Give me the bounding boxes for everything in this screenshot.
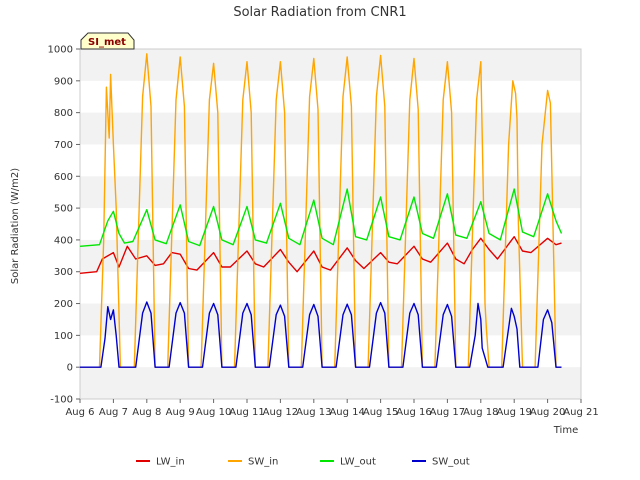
y-tick-label: 600 (54, 172, 73, 183)
x-tick-label: Aug 16 (396, 407, 431, 418)
y-tick-label: 800 (54, 108, 73, 119)
x-tick-label: Aug 18 (463, 407, 498, 418)
site-badge: SI_met (80, 32, 135, 50)
y-tick-label: 300 (54, 267, 73, 278)
grid-band (80, 112, 581, 145)
y-tick-label: 0 (67, 363, 73, 374)
x-tick-label: Aug 19 (496, 407, 531, 418)
legend-item: LW_in (136, 457, 185, 468)
x-tick-label: Aug 10 (196, 407, 231, 418)
legend-item: SW_in (228, 457, 278, 468)
plot-frame (79, 48, 582, 400)
y-axis-title: Solar Radiation (W/m2) (10, 168, 21, 284)
grid-band (80, 303, 581, 336)
x-tick-label: Aug 14 (329, 407, 364, 418)
legend-label: SW_in (248, 457, 278, 468)
chart-title: Solar Radiation from CNR1 (233, 5, 406, 20)
x-tick-label: Aug 11 (229, 407, 264, 418)
grid-band (80, 239, 581, 272)
y-tick-label: 500 (54, 204, 73, 215)
y-tick-label: 900 (54, 76, 73, 87)
y-axis-ticks: -100 0 100 200 300 400 500 600 700 800 900 1000 (48, 45, 80, 406)
series-line-lw-out (79, 188, 563, 247)
y-tick-label: 100 (54, 331, 73, 342)
x-tick-label: Aug 8 (132, 407, 161, 418)
legend-item: SW_out (412, 457, 470, 468)
x-tick-label: Aug 7 (99, 407, 128, 418)
x-tick-label: Aug 17 (430, 407, 465, 418)
grid-bands (80, 49, 581, 399)
y-tick-label: 1000 (48, 45, 73, 56)
grid-band (80, 176, 581, 209)
grid-band (80, 49, 581, 81)
legend: LW_in SW_in LW_out SW_out (136, 457, 470, 468)
y-tick-label: 400 (54, 235, 73, 246)
y-tick-label: 700 (54, 140, 73, 151)
x-tick-label: Aug 13 (296, 407, 331, 418)
legend-label: LW_out (340, 457, 376, 468)
x-axis-title: Time (553, 425, 578, 436)
x-tick-label: Aug 6 (65, 407, 94, 418)
x-tick-label: Aug 9 (166, 407, 195, 418)
x-tick-label: Aug 20 (530, 407, 565, 418)
grid-band (80, 367, 581, 399)
site-badge-box (80, 32, 135, 50)
series-lines (79, 53, 563, 368)
y-tick-label: -100 (50, 395, 73, 406)
series-line-sw-out (80, 301, 562, 368)
x-tick-label: Aug 12 (263, 407, 298, 418)
site-badge-label: SI_met (88, 37, 126, 48)
legend-label: SW_out (432, 457, 470, 468)
x-tick-label: Aug 15 (363, 407, 398, 418)
legend-item: LW_out (320, 457, 376, 468)
y-tick-label: 200 (54, 299, 73, 310)
x-tick-label: Aug 21 (563, 407, 598, 418)
legend-label: LW_in (156, 457, 185, 468)
